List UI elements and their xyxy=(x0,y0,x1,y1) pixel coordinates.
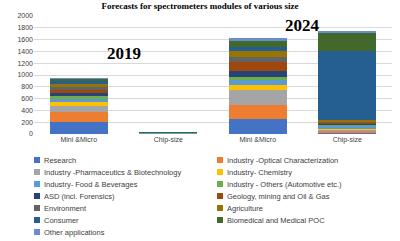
html-text:Environment: Environment xyxy=(44,203,87,213)
html-text:Other applications: Other applications xyxy=(44,227,105,237)
html-text:Biomedical and Medical POC: Biomedical and Medical POC xyxy=(227,215,325,225)
svg-text:1000: 1000 xyxy=(17,71,33,78)
svg-text:2024: 2024 xyxy=(285,16,320,35)
svg-text:1200: 1200 xyxy=(17,60,33,67)
html-text:Research: Research xyxy=(44,155,77,165)
svg-text:Chip-size: Chip-size xyxy=(333,136,362,144)
svg-text:1800: 1800 xyxy=(17,24,33,31)
svg-text:1600: 1600 xyxy=(17,36,33,43)
svg-text:0: 0 xyxy=(29,130,33,137)
svg-text:Mini &Micro: Mini &Micro xyxy=(239,136,276,143)
svg-text:600: 600 xyxy=(21,95,33,102)
html-text:Industry- Chemistry: Industry- Chemistry xyxy=(227,167,292,177)
html-text:Geology, mining and Oil & Gas: Geology, mining and Oil & Gas xyxy=(227,191,330,201)
html-text:ASD (incl. Forensics): ASD (incl. Forensics) xyxy=(44,191,115,201)
svg-text:2000: 2000 xyxy=(17,12,33,19)
svg-text:400: 400 xyxy=(21,107,33,114)
svg-text:200: 200 xyxy=(21,119,33,126)
html-text:Agriculture: Agriculture xyxy=(227,203,263,213)
svg-text:800: 800 xyxy=(21,83,33,90)
html-text:Industry -Optical Characteriza: Industry -Optical Characterization xyxy=(227,155,339,165)
html-text:Industry- Food & Beverages: Industry- Food & Beverages xyxy=(44,179,138,189)
svg-text:Chip-size: Chip-size xyxy=(154,136,183,144)
html-text:Industry - Others (Automotive: Industry - Others (Automotive etc.) xyxy=(227,179,342,189)
svg-text:Mini &Micro: Mini &Micro xyxy=(60,136,97,143)
svg-text:Forecasts for spectrometers mo: Forecasts for spectrometers modules of v… xyxy=(102,1,299,11)
html-text:Industry -Pharmaceutics & Biot: Industry -Pharmaceutics & Biotechnology xyxy=(44,167,182,177)
svg-text:1400: 1400 xyxy=(17,48,33,55)
html-text:Consumer: Consumer xyxy=(44,215,79,225)
svg-text:2019: 2019 xyxy=(107,44,141,63)
